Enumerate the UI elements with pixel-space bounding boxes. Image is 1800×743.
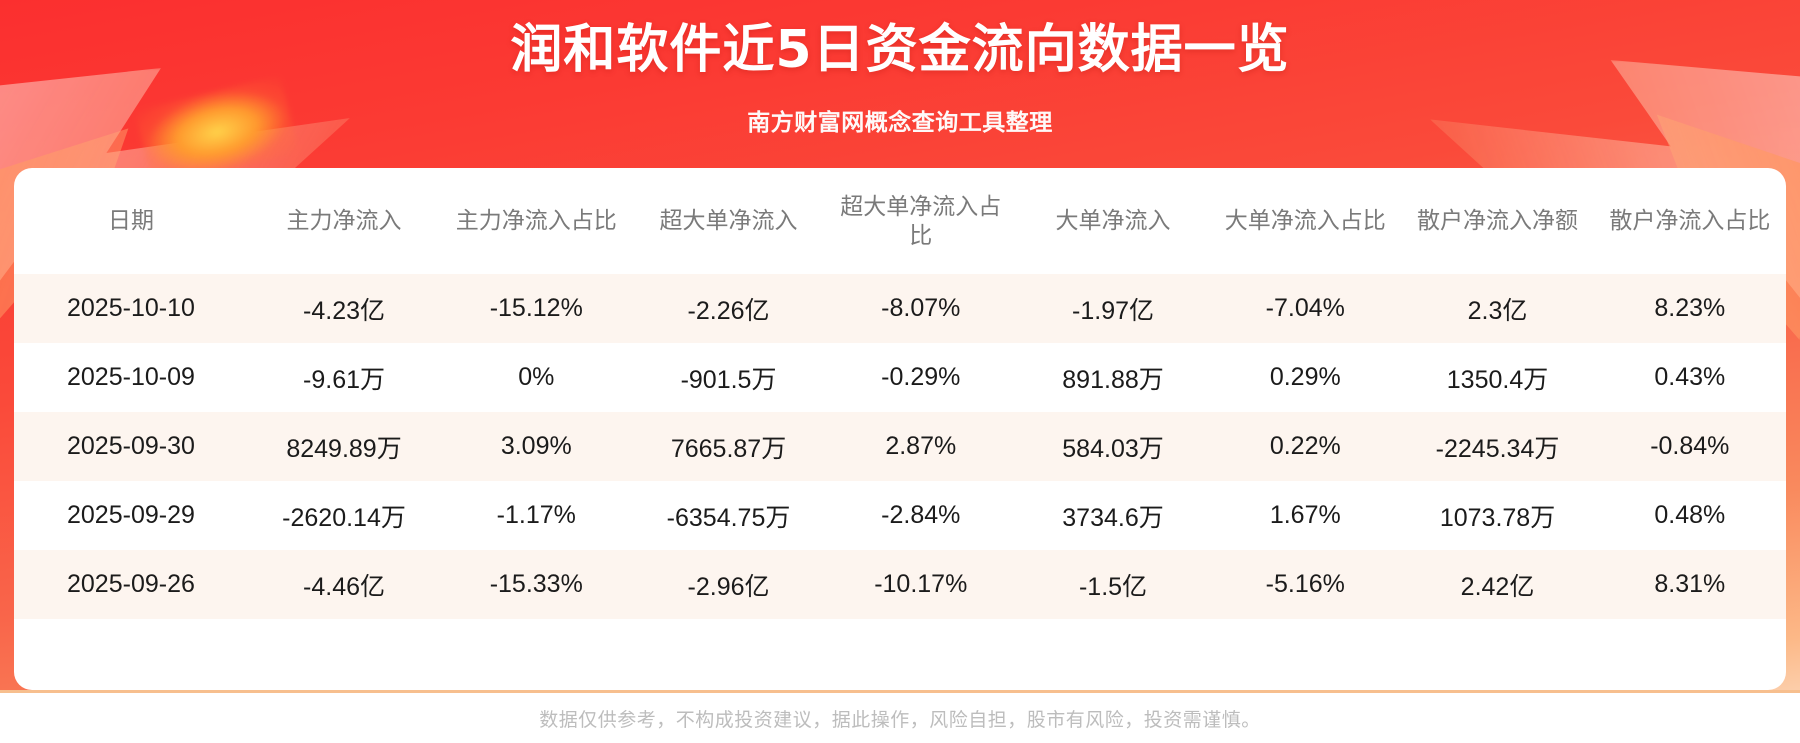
column-header-date: 日期 (107, 207, 154, 234)
table-row: 2025-09-30 8249.89万 3.09% 7665.87万 2.87%… (14, 412, 1786, 481)
table-row: 2025-10-09 -9.61万 0% -901.5万 -0.29% 891.… (14, 343, 1786, 412)
table-row: 2025-10-10 -4.23亿 -15.12% -2.26亿 -8.07% … (14, 274, 1786, 343)
cell-date: 2025-09-30 (14, 412, 248, 481)
cell-lg-pct: 0.29% (1209, 343, 1402, 412)
cell-retail-pct: -0.84% (1593, 412, 1786, 481)
cell-date: 2025-10-09 (14, 343, 248, 412)
cell-xl-pct: 2.87% (824, 412, 1017, 481)
cell-xl-pct: -8.07% (824, 274, 1017, 343)
table-body: 2025-10-10 -4.23亿 -15.12% -2.26亿 -8.07% … (14, 274, 1786, 619)
column-header-retail-net: 散户净流入净额 (1417, 207, 1579, 234)
cell-main-pct: -1.17% (440, 481, 633, 550)
cell-lg-net: 3734.6万 (1016, 481, 1210, 550)
cell-xl-pct: -10.17% (824, 550, 1017, 619)
cell-retail-net: 2.42亿 (1401, 550, 1594, 619)
cell-xl-net: -2.96亿 (632, 550, 825, 619)
cell-xl-net: -6354.75万 (632, 481, 825, 550)
data-table-card: 南方财富网 southmoney.com 日期 主力净流入 主力净流入占比 超大… (14, 168, 1786, 690)
cell-retail-net: -2245.34万 (1401, 412, 1594, 481)
cell-lg-net: -1.5亿 (1016, 550, 1210, 619)
cell-main-pct: 0% (440, 343, 633, 412)
cell-lg-pct: -7.04% (1209, 274, 1402, 343)
cell-retail-net: 1350.4万 (1401, 343, 1594, 412)
cell-retail-net: 2.3亿 (1401, 274, 1594, 343)
cell-main-net: -4.23亿 (247, 274, 441, 343)
fund-flow-table: 日期 主力净流入 主力净流入占比 超大单净流入 超大单净流入占比 大单净流入 大… (14, 168, 1786, 619)
cell-retail-pct: 8.23% (1593, 274, 1786, 343)
cell-lg-pct: -5.16% (1209, 550, 1402, 619)
footer-bar: 数据仅供参考，不构成投资建议，据此操作，风险自担，股市有风险，投资需谨慎。 (0, 690, 1800, 743)
cell-xl-net: -2.26亿 (632, 274, 825, 343)
cell-main-net: -2620.14万 (247, 481, 441, 550)
table-header: 日期 主力净流入 主力净流入占比 超大单净流入 超大单净流入占比 大单净流入 大… (14, 168, 1786, 274)
cell-xl-net: -901.5万 (632, 343, 825, 412)
cell-xl-net: 7665.87万 (632, 412, 825, 481)
column-header-lg-pct: 大单净流入占比 (1224, 207, 1386, 234)
banner-header: 润和软件近5日资金流向数据一览 南方财富网概念查询工具整理 (0, 0, 1800, 137)
cell-retail-pct: 0.48% (1593, 481, 1786, 550)
column-header-xl-net: 超大单净流入 (659, 207, 798, 234)
cell-xl-pct: -0.29% (824, 343, 1017, 412)
cell-lg-pct: 0.22% (1209, 412, 1402, 481)
column-header-retail-pct: 散户净流入占比 (1609, 207, 1771, 234)
table-row: 2025-09-26 -4.46亿 -15.33% -2.96亿 -10.17%… (14, 550, 1786, 619)
cell-date: 2025-10-10 (14, 274, 248, 343)
cell-main-net: 8249.89万 (247, 412, 441, 481)
page-subtitle: 南方财富网概念查询工具整理 (747, 110, 1053, 136)
cell-retail-pct: 0.43% (1593, 343, 1786, 412)
cell-main-net: -9.61万 (247, 343, 441, 412)
table-row: 2025-09-29 -2620.14万 -1.17% -6354.75万 -2… (14, 481, 1786, 550)
cell-xl-pct: -2.84% (824, 481, 1017, 550)
cell-date: 2025-09-26 (14, 550, 248, 619)
cell-main-net: -4.46亿 (247, 550, 441, 619)
cell-retail-pct: 8.31% (1593, 550, 1786, 619)
cell-lg-net: 891.88万 (1016, 343, 1210, 412)
table-header-row: 日期 主力净流入 主力净流入占比 超大单净流入 超大单净流入占比 大单净流入 大… (14, 168, 1786, 274)
cell-date: 2025-09-29 (14, 481, 248, 550)
cell-lg-pct: 1.67% (1209, 481, 1402, 550)
cell-retail-net: 1073.78万 (1401, 481, 1594, 550)
column-header-main-pct: 主力净流入占比 (455, 207, 617, 234)
cell-main-pct: 3.09% (440, 412, 633, 481)
cell-main-pct: -15.12% (440, 274, 633, 343)
cell-lg-net: 584.03万 (1016, 412, 1210, 481)
disclaimer-text: 数据仅供参考，不构成投资建议，据此操作，风险自担，股市有风险，投资需谨慎。 (539, 709, 1261, 731)
column-header-lg-net: 大单净流入 (1055, 207, 1171, 234)
column-header-main-net: 主力净流入 (286, 207, 402, 234)
cell-lg-net: -1.97亿 (1016, 274, 1210, 343)
page-title: 润和软件近5日资金流向数据一览 (510, 20, 1290, 80)
cell-main-pct: -15.33% (440, 550, 633, 619)
column-header-xl-pct: 超大单净流入占比 (840, 192, 1002, 248)
